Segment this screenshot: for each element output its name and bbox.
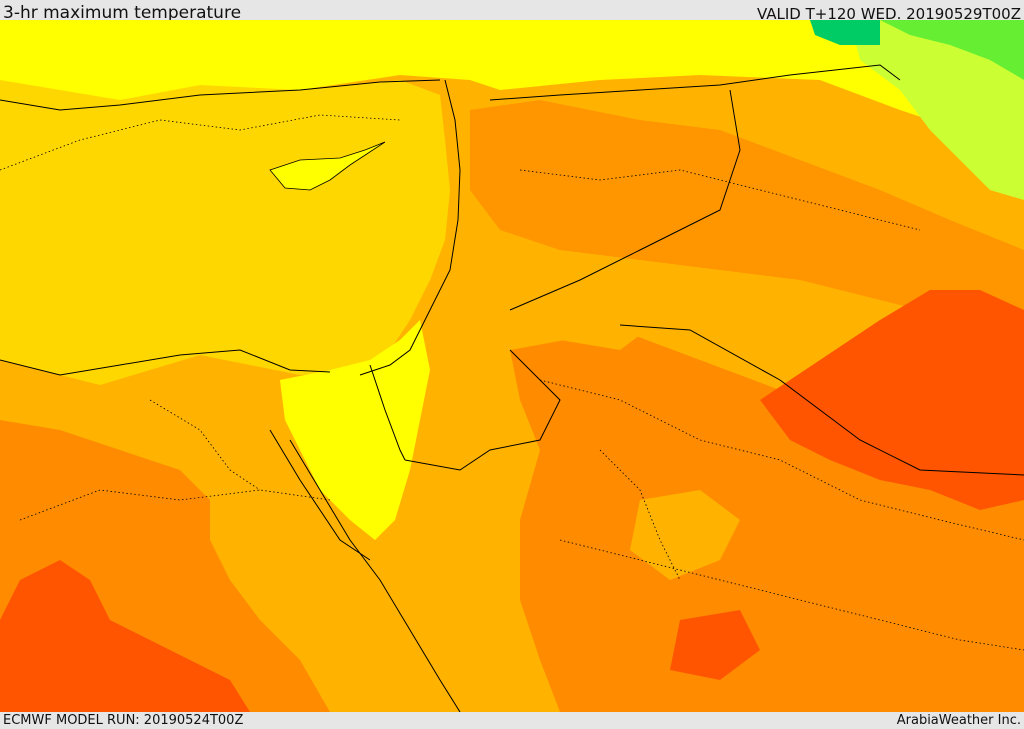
saudi-light-patch xyxy=(630,490,740,580)
coastline-egypt xyxy=(0,349,331,376)
header-bar: 3-hr maximum temperature VALID T+120 WED… xyxy=(0,0,1024,23)
red-sea-corridor xyxy=(300,520,540,712)
jordan-light-patch xyxy=(520,260,660,350)
border-turkey-syria xyxy=(489,64,901,101)
north-yellow-region xyxy=(0,20,1024,140)
border-jordan-saudi xyxy=(404,349,561,471)
border-egypt-israel xyxy=(369,364,406,461)
map-title: 3-hr maximum temperature xyxy=(3,3,242,23)
coastline-turkey xyxy=(0,79,441,111)
north-east-lime xyxy=(850,20,1024,200)
saudi-red-patch xyxy=(670,610,760,680)
border-iraq-saudi xyxy=(619,324,1024,476)
model-run: ECMWF MODEL RUN: 20190524T00Z xyxy=(3,713,244,728)
saudi-orange xyxy=(510,330,1024,712)
mediterranean-sea xyxy=(0,80,450,385)
coastline-gulf-suez xyxy=(269,429,371,561)
cyprus-island xyxy=(269,141,386,191)
coastline-red-sea xyxy=(289,439,461,712)
orange-band-north xyxy=(470,100,1024,350)
cool-spot xyxy=(810,20,880,45)
coastline-levant xyxy=(359,79,461,376)
egypt-red xyxy=(0,560,250,712)
border-syria-iraq xyxy=(509,89,741,311)
iraq-red xyxy=(760,290,1024,510)
country-borders xyxy=(0,64,1024,712)
credit: ArabiaWeather Inc. xyxy=(896,713,1021,728)
north-east-green xyxy=(880,20,1024,80)
map-canvas xyxy=(0,20,1024,712)
valid-time: VALID T+120 WED. 20190529T00Z xyxy=(756,5,1021,23)
province-borders xyxy=(0,114,1024,651)
temperature-map[interactable] xyxy=(0,20,1024,712)
footer-bar: ECMWF MODEL RUN: 20190524T00Z ArabiaWeat… xyxy=(0,712,1024,729)
